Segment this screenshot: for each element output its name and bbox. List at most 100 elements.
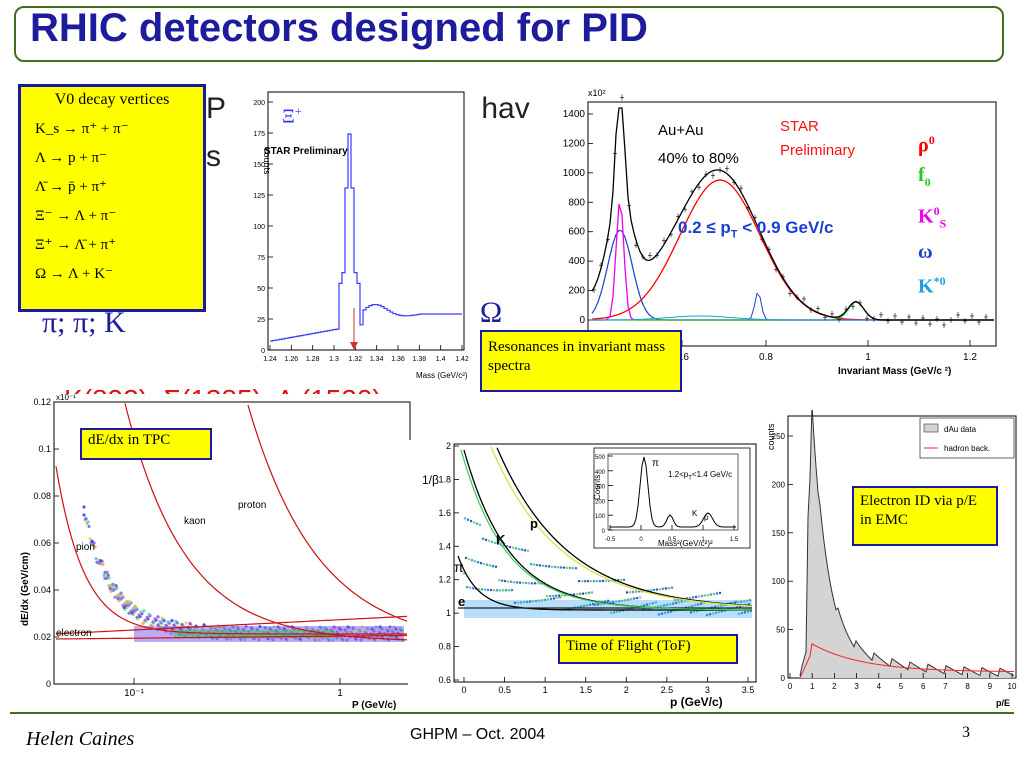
emc-ylabel: counts bbox=[766, 423, 776, 450]
tof-xtick: 2.5 bbox=[661, 685, 674, 695]
tof-xtick: 3 bbox=[705, 685, 710, 695]
dedx-chart: 0.12 0.1 0.08 0.06 0.04 0.02 0 10⁻¹ 1 x10⁻¹ dE/… bbox=[14, 394, 412, 712]
dedx-ytick: 0.12 bbox=[33, 397, 51, 407]
footer-divider bbox=[10, 712, 1014, 714]
res-legend-item: K0S bbox=[918, 203, 947, 231]
emc-xtick: 2 bbox=[832, 682, 837, 691]
inset-xlabel: Mass²(GeV/c²)² bbox=[658, 539, 713, 548]
tof-plot: 2 1.8 1.6 1.4 1.2 1 0.8 0.6 0 0.5 1 1.5 2 2.5 3 3.5 1/… bbox=[408, 440, 760, 710]
v0-decay-list: K_s → π⁺ + π⁻ Λ → p + π⁻ Λ̄ → p̄ + π⁺ Ξ⁻ → … bbox=[21, 115, 203, 289]
emc-xtick: 9 bbox=[988, 682, 993, 691]
inset-ytick: 400 bbox=[595, 470, 606, 476]
v0-decay-row: K_s → π⁺ + π⁻ bbox=[35, 121, 129, 137]
dedx-ytick: 0.1 bbox=[38, 444, 51, 454]
dedx-xtick: 10⁻¹ bbox=[124, 688, 144, 699]
emc-legend-bg: hadron back. bbox=[944, 444, 990, 453]
tof-caption: Time of Flight (ToF) bbox=[558, 634, 738, 664]
inset-pt-label: 1.2<pT<1.4 GeV/c bbox=[668, 470, 733, 482]
inset-ytick: 200 bbox=[595, 499, 606, 505]
xi-ytick: 50 bbox=[257, 286, 265, 293]
xi-ytick: 0 bbox=[261, 348, 265, 355]
dedx-label-proton: proton bbox=[238, 500, 266, 511]
inset-peak-k: K bbox=[692, 509, 698, 518]
xi-xtick: 1.28 bbox=[306, 356, 320, 363]
page-number: 3 bbox=[962, 724, 970, 741]
tof-ytick: 0.6 bbox=[438, 675, 451, 685]
xi-ytick: 150 bbox=[253, 162, 265, 169]
res-legend-item: K*0 bbox=[918, 274, 946, 298]
inset-peak-p: p bbox=[704, 513, 709, 522]
emc-ytick: 100 bbox=[772, 577, 786, 586]
xi-xtick: 1.34 bbox=[370, 356, 384, 363]
tof-ytick: 1 bbox=[446, 608, 451, 618]
emc-xtick: 7 bbox=[943, 682, 948, 691]
emc-legend: dAu data hadron back. bbox=[919, 417, 1015, 459]
res-ytick: 800 bbox=[568, 197, 585, 208]
emc-xtick: 4 bbox=[877, 682, 882, 691]
tof-label-pi: π bbox=[454, 559, 464, 575]
dedx-ylabel: dE/dx (GeV/cm) bbox=[20, 552, 31, 626]
res-exponent: x10² bbox=[588, 88, 606, 98]
inset-xtick: 1.5 bbox=[730, 537, 739, 543]
res-system: Au+Au bbox=[658, 122, 704, 139]
bg-fragment: π bbox=[42, 306, 58, 339]
xi-particle-label: Ξ+ bbox=[282, 104, 302, 128]
res-ytick: 600 bbox=[568, 227, 585, 238]
xi-watermark: STAR Preliminary bbox=[264, 146, 348, 157]
emc-xtick: 1 bbox=[810, 682, 815, 691]
tof-ytick: 1.8 bbox=[438, 474, 451, 484]
emc-xtick: 8 bbox=[965, 682, 970, 691]
xi-xtick: 1.32 bbox=[349, 356, 363, 363]
xi-mass-chart: 200 175 150 125 100 75 50 25 0 1.24 1.26 1.28 1.3 1.… bbox=[240, 78, 476, 380]
dedx-caption: dE/dx in TPC bbox=[80, 428, 212, 460]
xi-xtick: 1.4 bbox=[436, 356, 446, 363]
tof-ylabel: 1/β bbox=[422, 473, 439, 487]
xi-xtick: 1.38 bbox=[413, 356, 427, 363]
v0-decay-row: Ξ⁻ → Λ + π⁻ bbox=[35, 208, 117, 224]
xi-ylabel: counts bbox=[262, 148, 272, 175]
inset-ytick: 300 bbox=[595, 485, 606, 491]
res-ytick: 1200 bbox=[563, 138, 586, 149]
emc-xlabel: p/E bbox=[996, 698, 1010, 708]
dedx-ytick: 0 bbox=[46, 679, 51, 689]
dedx-plot: 0.12 0.1 0.08 0.06 0.04 0.02 0 10⁻¹ 1 x10⁻¹ dE/… bbox=[14, 394, 412, 712]
emc-ytick: 250 bbox=[772, 432, 786, 441]
res-ytick: 1400 bbox=[563, 109, 586, 120]
v0-decay-row: Λ̄ → p̄ + π⁺ bbox=[35, 179, 107, 195]
footer-author: Helen Caines bbox=[26, 728, 135, 750]
dedx-xtick: 1 bbox=[337, 688, 343, 699]
bg-fragment: ; bbox=[57, 306, 73, 339]
bg-fragment: π bbox=[73, 306, 89, 339]
xi-ytick: 25 bbox=[257, 317, 265, 324]
emc-legend-data: dAu data bbox=[944, 425, 977, 434]
xi-xtick: 1.42 bbox=[455, 356, 469, 363]
res-xtick: 0.6 bbox=[675, 352, 689, 363]
inset-xtick: 0.5 bbox=[668, 537, 677, 543]
emc-caption: Electron ID via p/E in EMC bbox=[852, 486, 998, 546]
tof-xtick: 0 bbox=[461, 685, 466, 695]
xi-ytick: 125 bbox=[253, 193, 265, 200]
slide-title: RHIC detectors designed for PID bbox=[30, 6, 648, 50]
res-xlabel: Invariant Mass (GeV/c ²) bbox=[838, 366, 951, 377]
emc-xtick: 6 bbox=[921, 682, 926, 691]
bg-text-line2: s bbox=[206, 140, 221, 174]
tof-xtick: 1 bbox=[543, 685, 548, 695]
xi-mass-plot: 200 175 150 125 100 75 50 25 0 1.24 1.26 1.28 1.3 1.… bbox=[240, 78, 476, 380]
inset-peak-pi: π bbox=[652, 458, 659, 469]
bg-fragment: P bbox=[206, 92, 227, 125]
res-legend-item: ω bbox=[918, 241, 933, 264]
v0-decay-row: Ω → Λ + K⁻ bbox=[35, 266, 114, 282]
res-legend-item: ρ0 bbox=[918, 133, 935, 157]
tof-label-k: K bbox=[496, 532, 506, 547]
emc-ytick: 200 bbox=[772, 480, 786, 489]
footer-conference: GHPM – Oct. 2004 bbox=[410, 726, 546, 743]
tof-label-e: e bbox=[458, 594, 465, 609]
v0-box-title: V0 decay vertices bbox=[54, 91, 170, 108]
tof-xtick: 2 bbox=[624, 685, 629, 695]
tof-xlabel: p (GeV/c) bbox=[670, 695, 723, 709]
xi-ytick: 200 bbox=[253, 100, 265, 107]
xi-xtick: 1.36 bbox=[391, 356, 405, 363]
resonance-caption: Resonances in invariant mass spectra bbox=[480, 330, 682, 392]
res-xtick: 1 bbox=[865, 352, 871, 363]
res-watermark-1: STAR bbox=[780, 118, 819, 135]
